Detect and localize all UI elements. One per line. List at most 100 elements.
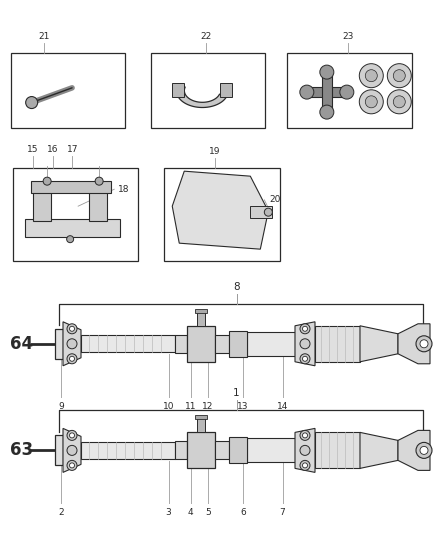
Text: 64: 64 xyxy=(11,335,33,353)
Bar xyxy=(315,326,360,362)
Circle shape xyxy=(300,339,310,349)
Text: 9: 9 xyxy=(58,402,64,411)
Bar xyxy=(175,441,187,459)
Circle shape xyxy=(365,96,377,108)
Circle shape xyxy=(95,177,103,185)
Circle shape xyxy=(70,356,74,361)
Bar xyxy=(215,441,229,459)
Circle shape xyxy=(67,339,77,349)
Text: 21: 21 xyxy=(38,33,49,41)
Circle shape xyxy=(303,356,307,361)
Text: 3: 3 xyxy=(166,508,172,518)
Bar xyxy=(187,432,215,469)
Circle shape xyxy=(320,65,334,79)
Circle shape xyxy=(359,90,383,114)
Circle shape xyxy=(303,326,307,332)
Circle shape xyxy=(300,354,310,364)
Text: 8: 8 xyxy=(233,282,240,292)
Circle shape xyxy=(70,326,74,332)
Polygon shape xyxy=(172,171,268,249)
Text: 15: 15 xyxy=(27,145,39,154)
Circle shape xyxy=(70,433,74,438)
Circle shape xyxy=(303,433,307,438)
Text: 13: 13 xyxy=(237,402,249,411)
Circle shape xyxy=(67,430,77,440)
Text: 19: 19 xyxy=(209,147,220,156)
Circle shape xyxy=(67,446,77,455)
Circle shape xyxy=(67,324,77,334)
Bar xyxy=(187,326,215,362)
Bar xyxy=(197,312,205,326)
Text: 17: 17 xyxy=(67,145,78,154)
Circle shape xyxy=(420,446,428,455)
Bar xyxy=(220,83,232,96)
Text: 11: 11 xyxy=(185,402,196,411)
Text: 18: 18 xyxy=(118,185,130,193)
Polygon shape xyxy=(360,326,398,362)
Bar xyxy=(307,87,347,97)
Bar xyxy=(55,435,63,465)
Text: 2: 2 xyxy=(59,508,64,518)
Bar xyxy=(195,309,207,313)
Circle shape xyxy=(300,461,310,471)
Bar xyxy=(81,442,175,459)
Text: 14: 14 xyxy=(277,402,288,411)
Circle shape xyxy=(393,70,405,82)
Bar xyxy=(11,53,125,128)
Circle shape xyxy=(300,85,314,99)
Text: 7: 7 xyxy=(279,508,286,518)
Text: 10: 10 xyxy=(163,402,174,411)
Circle shape xyxy=(416,336,432,352)
Text: 20: 20 xyxy=(269,196,281,204)
Bar xyxy=(247,332,295,356)
Circle shape xyxy=(320,105,334,119)
Text: 5: 5 xyxy=(205,508,211,518)
Bar xyxy=(195,415,207,419)
Circle shape xyxy=(264,208,272,216)
Text: 16: 16 xyxy=(47,145,58,154)
Circle shape xyxy=(416,442,432,458)
Circle shape xyxy=(67,461,77,471)
Circle shape xyxy=(393,96,405,108)
Bar xyxy=(25,219,120,237)
Bar xyxy=(251,206,272,218)
Bar xyxy=(197,418,205,432)
Polygon shape xyxy=(398,430,430,471)
Bar xyxy=(173,83,184,96)
Circle shape xyxy=(365,70,377,82)
Circle shape xyxy=(359,63,383,88)
Text: 12: 12 xyxy=(202,402,214,411)
Bar xyxy=(315,432,360,469)
Circle shape xyxy=(303,463,307,468)
Bar xyxy=(322,72,332,112)
Circle shape xyxy=(43,177,51,185)
Circle shape xyxy=(387,63,411,88)
Text: 4: 4 xyxy=(188,508,193,518)
Bar xyxy=(13,168,138,261)
Bar xyxy=(247,438,295,463)
Polygon shape xyxy=(63,429,81,472)
Polygon shape xyxy=(295,429,315,472)
Circle shape xyxy=(300,324,310,334)
Text: 63: 63 xyxy=(11,441,33,459)
Circle shape xyxy=(300,430,310,440)
Circle shape xyxy=(387,90,411,114)
Text: 23: 23 xyxy=(343,33,354,41)
Circle shape xyxy=(420,340,428,348)
Bar xyxy=(175,335,187,353)
Polygon shape xyxy=(295,322,315,366)
Bar xyxy=(229,438,247,463)
Polygon shape xyxy=(177,85,227,108)
Text: 22: 22 xyxy=(200,33,212,41)
Circle shape xyxy=(70,463,74,468)
Circle shape xyxy=(300,446,310,455)
Bar xyxy=(164,168,280,261)
Bar xyxy=(287,53,412,128)
Bar xyxy=(31,181,111,193)
Bar xyxy=(215,335,229,353)
Bar xyxy=(151,53,265,128)
Text: 1: 1 xyxy=(233,389,240,398)
Circle shape xyxy=(26,96,38,109)
Bar xyxy=(55,329,63,359)
Bar xyxy=(33,191,51,221)
